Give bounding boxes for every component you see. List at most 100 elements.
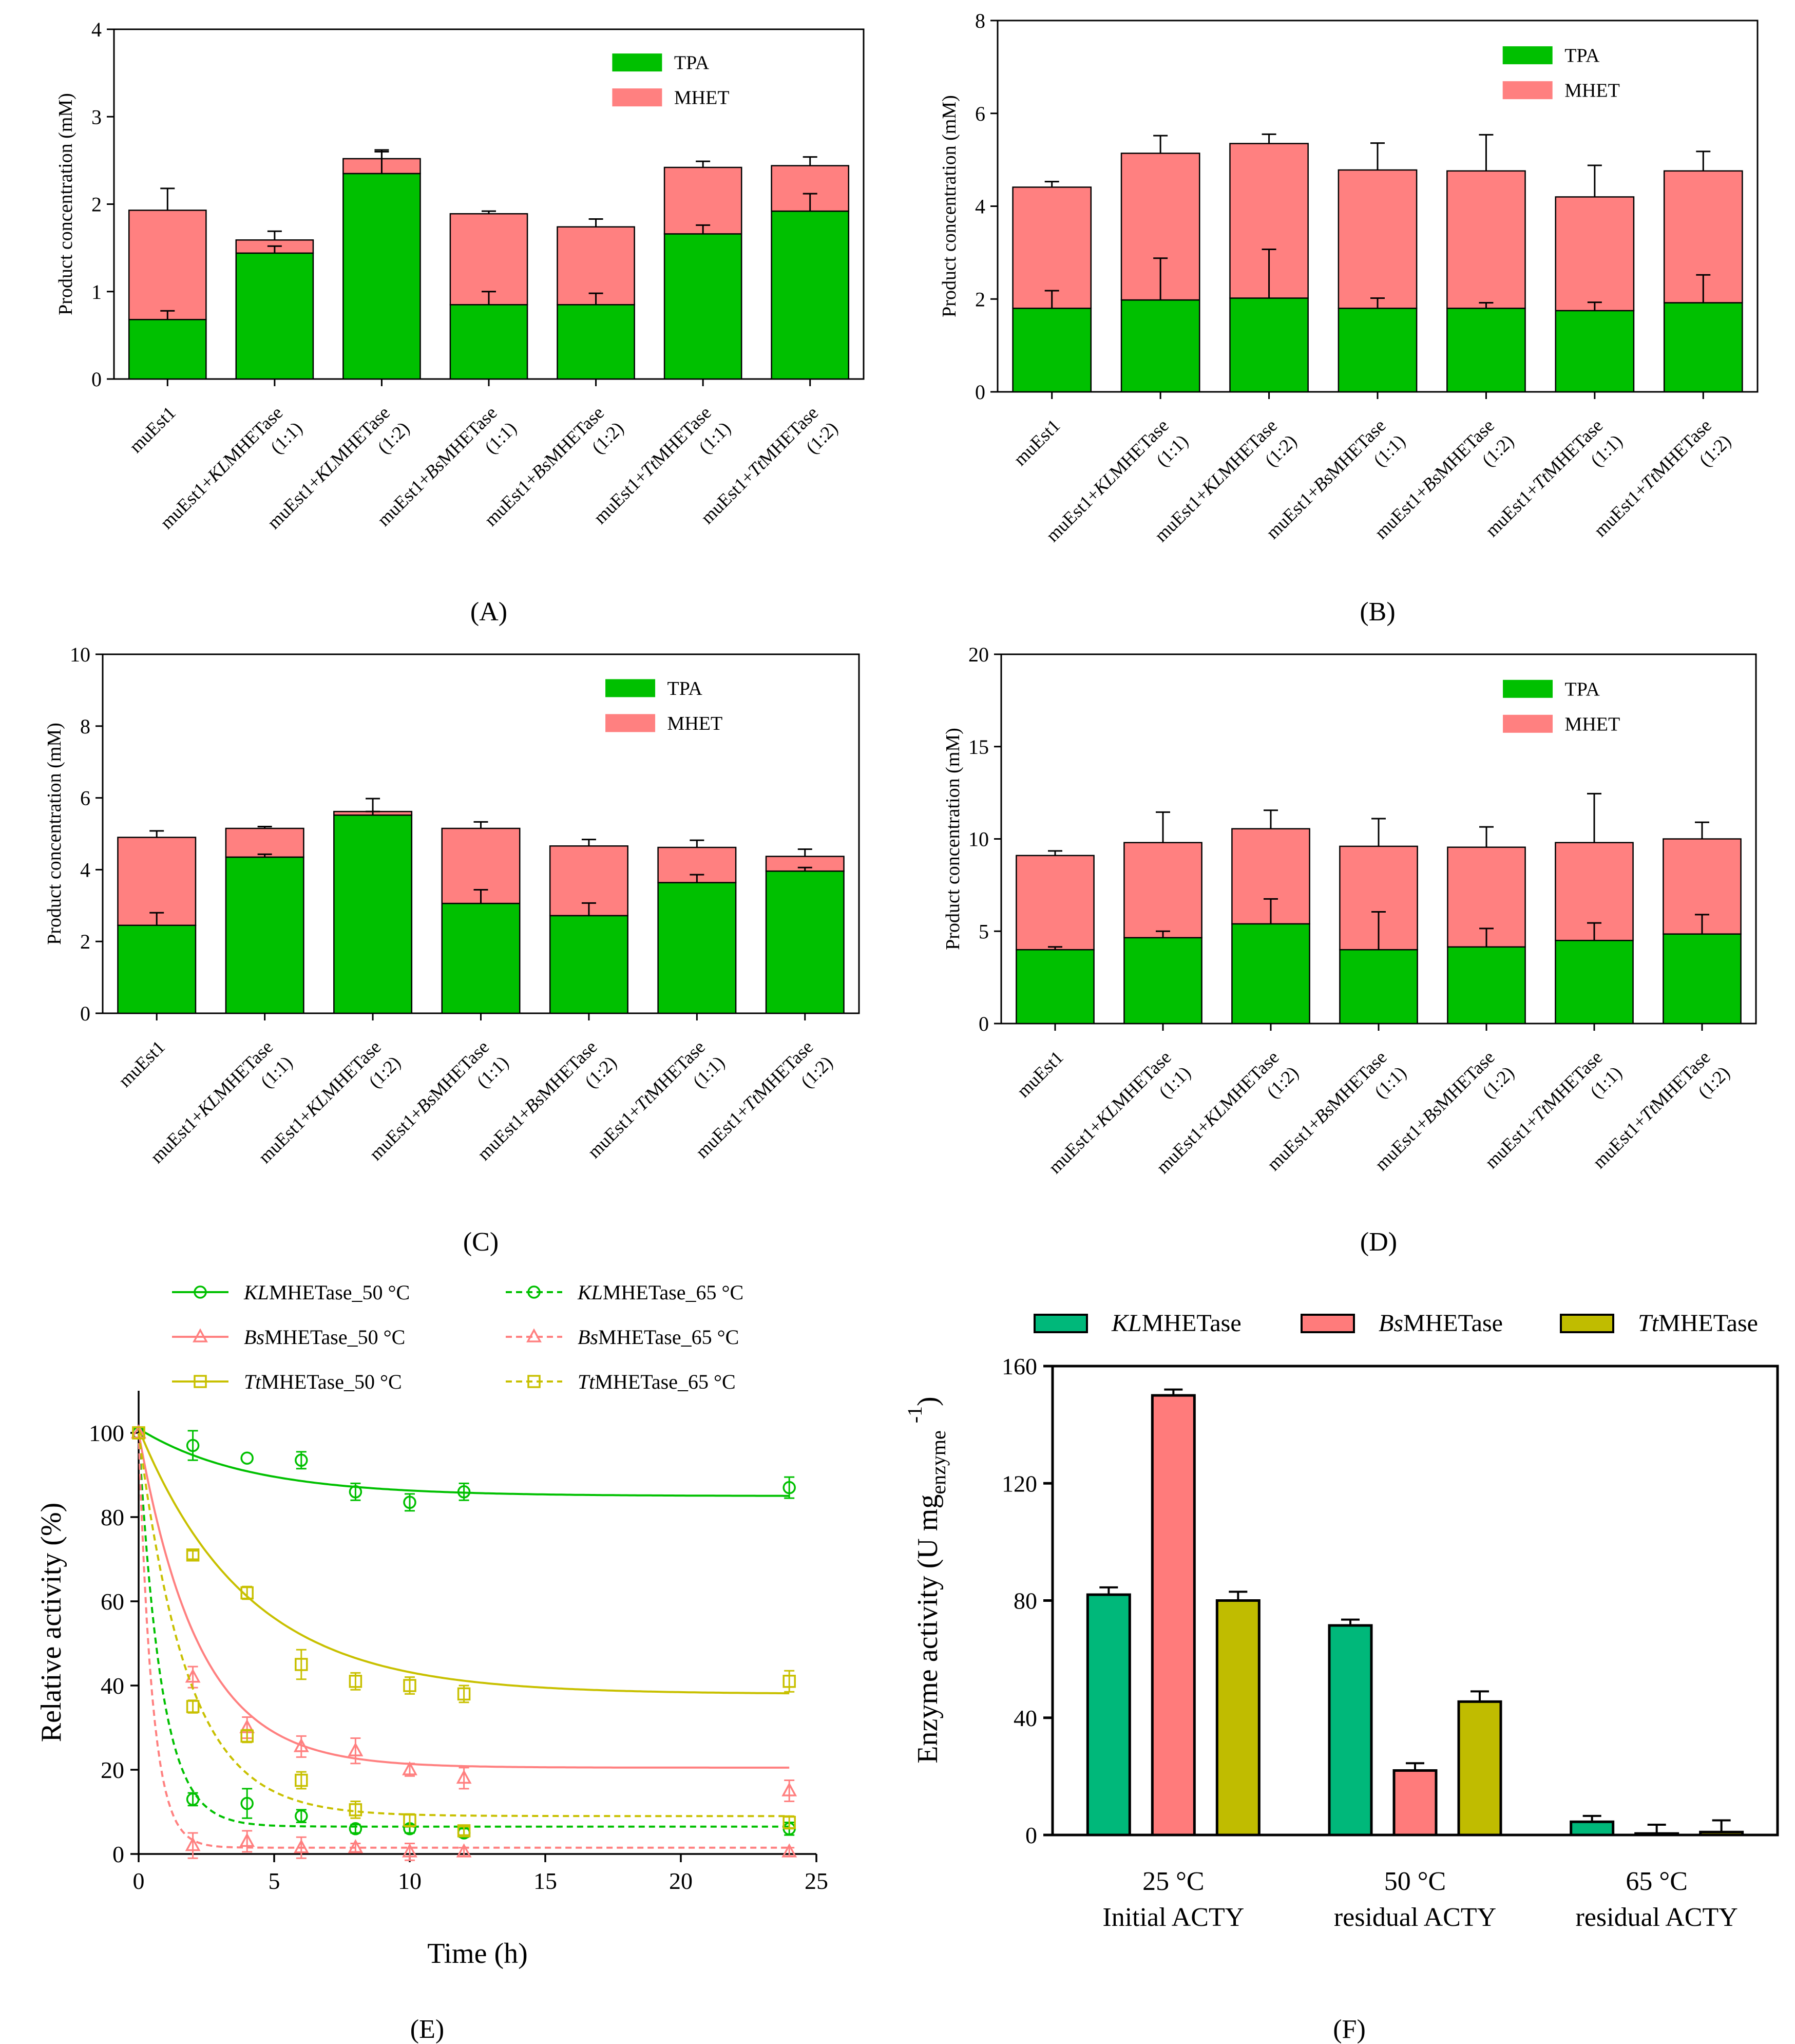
data-point — [293, 1839, 309, 1853]
x-tick-label-part: muEst1+ — [1042, 484, 1103, 545]
x-tick-label-part: 0 — [133, 1868, 145, 1894]
bar-mhet — [1012, 186, 1092, 309]
y-tick-label: 10 — [968, 828, 989, 851]
bar-tpa — [1338, 308, 1418, 393]
data-point — [132, 1426, 145, 1440]
legend-swatch — [1301, 1314, 1355, 1333]
y-tick-label: 2 — [80, 930, 90, 953]
legend-label-part: Tt — [1638, 1310, 1659, 1337]
y-axis-label-part: Product concentration (mM) — [942, 728, 964, 950]
data-point — [403, 1496, 416, 1509]
y-tick-label: 5 — [979, 920, 989, 943]
legend-label-mhet-part: MHET — [1564, 80, 1620, 102]
legend-swatch — [1560, 1314, 1614, 1333]
panel-label-part: (F) — [1333, 2015, 1366, 2044]
x-tick-label: muEst1+KLMHETase — [263, 402, 394, 533]
x-tick-label-part: muEst1+ — [1152, 1115, 1214, 1177]
x-tick-label: muEst1 — [1013, 1047, 1067, 1101]
legend-label-mhet-part: MHET — [667, 713, 723, 734]
legend-label-part: MHETase — [1658, 1310, 1758, 1337]
bar-mhet — [1446, 170, 1526, 309]
x-tick-label: muEst1+BsMHETase — [373, 402, 501, 530]
panel-label: (E) — [410, 2015, 444, 2044]
bar-tpa — [1555, 939, 1634, 1025]
y-axis-label-part: ) — [912, 1396, 944, 1406]
y-axis-label-part: Relative activity (%) — [35, 1503, 67, 1742]
y-tick-label: 100 — [89, 1420, 124, 1446]
bar-mhet — [1338, 169, 1418, 309]
data-point — [295, 1453, 308, 1467]
bar-tpa — [657, 882, 737, 1014]
x-tick-label: muEst1+BsMHETase — [1370, 415, 1498, 543]
y-tick-label-part: 6 — [80, 787, 90, 810]
data-point — [781, 1782, 797, 1796]
legend-label-mhet: MHET — [674, 87, 730, 109]
legend-label: TtMHETase — [1638, 1310, 1758, 1337]
x-tick-label-part: muEst1+ — [583, 1100, 645, 1162]
legend-label: BsMHETase_50 °C — [244, 1326, 405, 1349]
bar-tpa — [342, 173, 421, 380]
x-tick-label-part: muEst1+ — [146, 1105, 208, 1167]
x-tick-label-part: muEst1+ — [1590, 479, 1651, 540]
x-axis-label: Time (h) — [427, 1938, 528, 1970]
legend-marker — [527, 1285, 541, 1299]
x-tick-label-part: muEst1+ — [254, 1105, 316, 1167]
panel-label-part: (E) — [410, 2015, 444, 2044]
fit-curve — [138, 1432, 790, 1828]
data-point — [186, 1700, 200, 1713]
data-point — [781, 1843, 797, 1858]
legend-swatch-tpa — [605, 679, 656, 697]
series-bsmhetase-50-c — [131, 1424, 797, 1802]
y-tick-label: 8 — [975, 9, 985, 32]
x-tick-label-part: muEst1+ — [1589, 1110, 1650, 1172]
data-point — [240, 1451, 254, 1465]
y-tick-label: 0 — [91, 368, 102, 391]
panel-label: (D) — [1360, 1227, 1397, 1257]
x-tick-label-part: muEst1 — [125, 402, 180, 457]
legend-label: TtMHETase_65 °C — [578, 1370, 736, 1393]
data-point — [293, 1738, 309, 1752]
bar-bsmhetase — [1634, 1832, 1679, 1837]
legend-label-part: KL — [1111, 1310, 1142, 1337]
y-tick-label: 10 — [70, 643, 90, 666]
data-point — [295, 1809, 308, 1823]
bar-mhet — [663, 166, 742, 235]
y-axis-label: Product concentration (mM) — [942, 728, 964, 950]
y-tick-label: 0 — [979, 1012, 989, 1035]
x-tick-label: 25 — [805, 1868, 828, 1894]
x-tick-label: muEst1+KLMHETase — [254, 1036, 385, 1167]
legend-label-mhet: MHET — [1565, 713, 1620, 735]
y-tick-label-part: 4 — [975, 195, 985, 218]
panel-label: (C) — [463, 1227, 499, 1257]
x-tick-label: muEst1+TtMHETase — [697, 402, 823, 528]
fit-curve — [138, 1432, 790, 1818]
y-tick-label: 20 — [968, 643, 989, 666]
bar-tpa — [1339, 949, 1418, 1025]
legend-swatch-tpa — [612, 53, 662, 72]
group-label-line2: Initial ACTY — [1102, 1903, 1244, 1932]
y-axis-label: Product concentration (mM) — [939, 95, 960, 317]
series-ttmhetase-50-c — [132, 1426, 796, 1704]
data-point — [457, 1824, 471, 1838]
bar-klmhetase — [1086, 1593, 1131, 1837]
y-tick-label-part: 160 — [1002, 1353, 1037, 1379]
y-axis-label-part: Product concentration (mM) — [55, 93, 77, 315]
bar-tpa — [549, 915, 628, 1014]
bar-tpa — [225, 856, 304, 1014]
bar-tpa — [557, 304, 635, 380]
y-tick-label-part: 40 — [101, 1673, 124, 1699]
y-axis-label: Relative activity (%) — [35, 1503, 67, 1742]
x-tick-label-part: muEst1+ — [692, 1100, 753, 1162]
legend-label-mhet: MHET — [1564, 80, 1620, 102]
bar-tpa — [1663, 302, 1743, 393]
x-tick-label: muEst1+TtMHETase — [589, 402, 715, 528]
bar-mhet — [1555, 196, 1635, 312]
bar-tpa — [1120, 299, 1200, 393]
group-label-line1: 50 °C — [1384, 1867, 1446, 1896]
bar-tpa — [663, 233, 742, 380]
y-tick-label: 15 — [968, 735, 989, 759]
series-ttmhetase-65-c — [132, 1426, 796, 1838]
legend-label-part: KL — [243, 1281, 269, 1304]
legend-label-part: KL — [577, 1281, 603, 1304]
